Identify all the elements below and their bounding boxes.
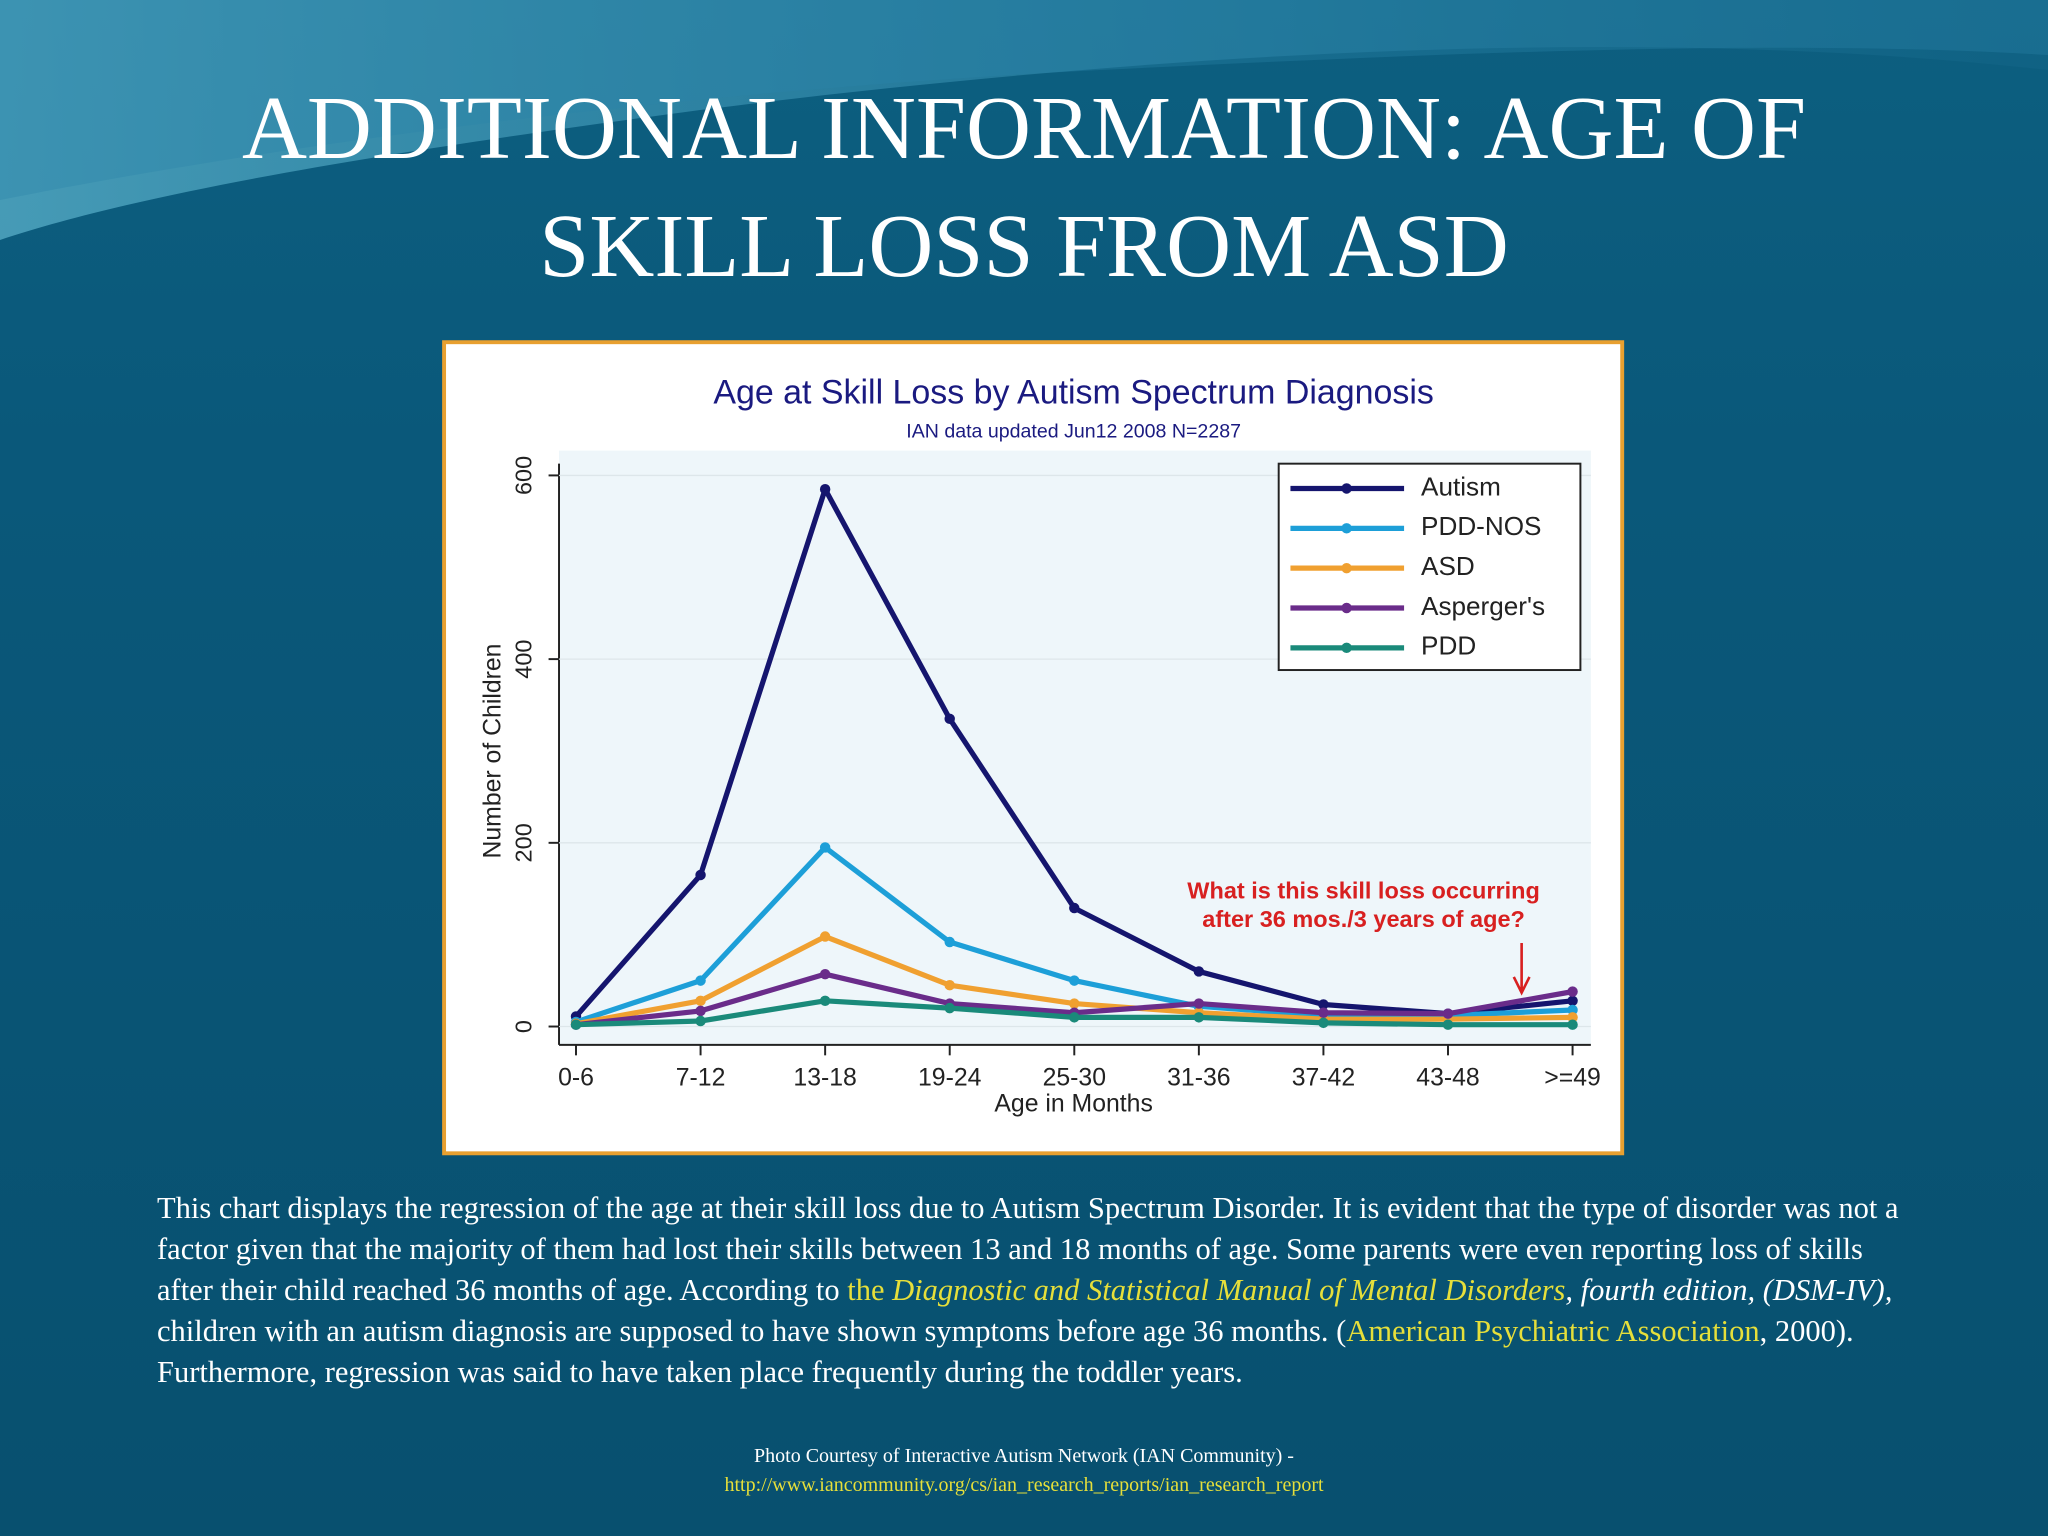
point — [1567, 1019, 1578, 1030]
text: This chart displays the regression of th… — [157, 1191, 1899, 1307]
legend-marker — [1341, 523, 1352, 534]
text: the — [847, 1273, 893, 1307]
point — [1567, 1012, 1578, 1023]
wave — [0, 0, 2048, 200]
x-tick-label: 37-42 — [1292, 1064, 1355, 1091]
point — [819, 483, 831, 495]
y-tick-label: 400 — [510, 640, 536, 679]
legend-label: Asperger's — [1421, 591, 1545, 621]
x-tick-label: 19-24 — [918, 1064, 982, 1091]
text: Diagnostic and Statistical Manual of Men… — [892, 1273, 1566, 1307]
point — [1193, 966, 1205, 977]
point — [1069, 975, 1080, 986]
point — [819, 842, 831, 853]
x-tick-label: 7-12 — [676, 1064, 726, 1091]
annotation: What is this skill loss occurring — [1187, 877, 1540, 903]
legend-label: ASD — [1421, 551, 1475, 581]
legend-marker — [1341, 642, 1352, 654]
point — [1442, 1019, 1454, 1030]
y-tick-label: 200 — [510, 823, 536, 862]
point — [819, 995, 831, 1007]
legend-label: PDD — [1421, 631, 1476, 661]
point — [1069, 998, 1080, 1009]
x-tick-label: 13-18 — [793, 1064, 856, 1091]
body-text: This chart displays the regression of th… — [157, 1188, 1917, 1393]
text: children with an autism diagnosis are su… — [157, 1314, 1347, 1348]
point — [944, 936, 955, 948]
y-tick-label: 600 — [510, 456, 536, 495]
point — [1193, 1012, 1205, 1023]
wave — [0, 0, 2048, 240]
point — [944, 1002, 955, 1014]
point — [944, 713, 955, 725]
legend-label: Autism — [1421, 471, 1501, 501]
annotation: after 36 mos./3 years of age? — [1202, 906, 1525, 932]
point — [1193, 998, 1205, 1009]
point — [695, 1015, 706, 1027]
annotation-arrow — [1512, 943, 1531, 996]
legend-marker — [1341, 602, 1352, 614]
chart-subtitle: IAN data updated Jun12 2008 N=2287 — [906, 420, 1241, 442]
x-tick-label: 25-30 — [1043, 1064, 1106, 1091]
x-tick-label: 31-36 — [1167, 1064, 1230, 1091]
y-tick-label: 0 — [510, 1020, 536, 1033]
point — [1567, 995, 1578, 1007]
credit-text: Photo Courtesy of Interactive Autism Net… — [754, 1445, 1294, 1467]
x-tick-label: >=49 — [1544, 1064, 1601, 1091]
point — [695, 975, 706, 986]
point — [1318, 1007, 1329, 1018]
point — [1567, 986, 1578, 997]
text: , fourth edition, (DSM-IV), — [1565, 1273, 1893, 1307]
legend-marker — [1341, 483, 1352, 494]
point — [570, 1019, 582, 1030]
point — [1318, 1017, 1329, 1029]
slide-title: ADDITIONAL INFORMATION: AGE OF SKILL LOS… — [241, 79, 1807, 296]
point — [819, 968, 831, 980]
point — [1069, 1012, 1080, 1023]
point — [1567, 1004, 1578, 1016]
point — [1069, 902, 1080, 914]
legend-marker — [1341, 562, 1352, 574]
point — [1318, 999, 1329, 1010]
chart-title: Age at Skill Loss by Autism Spectrum Dia… — [713, 373, 1434, 411]
point — [695, 869, 706, 881]
text: , 2000). Furthermore, regression was sai… — [157, 1314, 1854, 1389]
x-tick-label: 43-48 — [1416, 1064, 1479, 1091]
point — [944, 979, 955, 991]
point — [695, 995, 706, 1007]
legend-label: PDD-NOS — [1421, 511, 1541, 541]
x-tick-label: 0-6 — [558, 1064, 594, 1091]
x-axis-label: Age in Months — [994, 1091, 1153, 1118]
credit: Photo Courtesy of Interactive Autism Net… — [0, 1442, 2048, 1500]
text: American Psychiatric Association — [1346, 1314, 1760, 1348]
point — [695, 1005, 706, 1017]
point — [1442, 1008, 1454, 1019]
y-axis-label: Number of Children — [479, 644, 506, 859]
credit-url: http://www.iancommunity.org/cs/ian_resea… — [724, 1474, 1324, 1496]
point — [819, 931, 831, 942]
